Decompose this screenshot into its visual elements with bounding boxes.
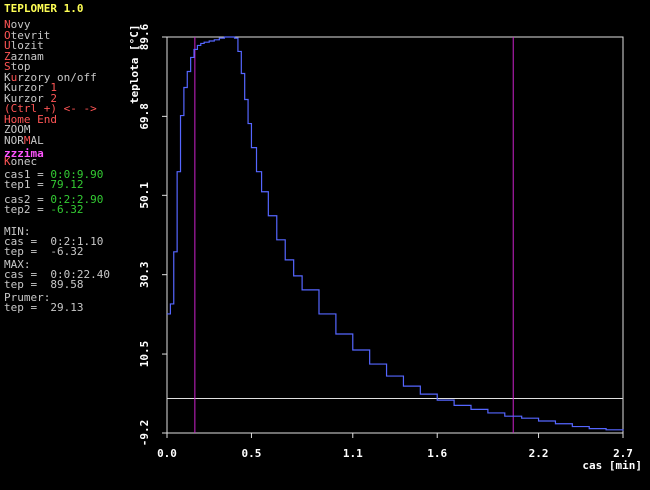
y-tick-label: 89.6 (138, 23, 151, 50)
menu-item-label: lozit (10, 39, 44, 52)
menu-item-label: Home End (4, 112, 57, 126)
min-time-row: cas = 0:2:1.10 (4, 234, 110, 248)
x-tick-label: 0.0 (157, 447, 177, 460)
min-title: MIN: (4, 224, 31, 238)
y-tick-label: -9.2 (138, 420, 151, 447)
menu-item[interactable]: Stop (4, 61, 97, 72)
menu-item-label: (Ctrl +) <- -> (4, 102, 97, 115)
max-time-label: cas = (4, 267, 51, 281)
menu-item[interactable]: Zaznam (4, 51, 97, 62)
menu-item-label: Kurzor (4, 81, 51, 94)
cursor2-temp-row: tep2 = -6.32 (4, 202, 110, 216)
cursor2-time-value: 0:2:2.90 (50, 192, 104, 206)
cursor2-temp-label: tep2 = (4, 202, 51, 216)
y-axis-label: teplota [°C] (128, 25, 141, 104)
menu-item[interactable]: Kurzor 2 (4, 93, 97, 104)
main-menu: Novy Otevrit Ulozit Zaznam Stop Kurzory on/of… (4, 19, 97, 167)
menu-item[interactable]: ZOOM (4, 124, 97, 135)
menu-item-hotkey: Z (4, 49, 11, 63)
cursor1-temp-label: tep1 = (4, 177, 51, 191)
menu-item[interactable]: NORMAL (4, 135, 97, 146)
x-tick-label: 1.6 (427, 447, 447, 460)
x-tick-label: 0.5 (242, 447, 262, 460)
menu-item[interactable]: Kurzory on/off (4, 72, 97, 83)
average-temp-label: tep = (4, 300, 51, 314)
plot-frame (166, 36, 624, 434)
cursor2-temp-value: -6.32 (50, 202, 84, 216)
menu-item-label: aznam (10, 49, 44, 63)
cursor1-time-value: 0:0:9.90 (50, 167, 104, 181)
cursor1-time-label: cas1 = (4, 167, 51, 181)
menu-item[interactable]: Konec (4, 156, 97, 167)
menu-item-label: ovy (10, 18, 31, 31)
menu-item-label: Kurzor (4, 91, 51, 105)
max-time-value: 0:0:22.40 (50, 267, 110, 281)
menu-item-label: onec (10, 154, 38, 168)
min-temp-row: tep = -6.32 (4, 244, 110, 258)
menu-item-hotkey: O (4, 28, 11, 42)
y-tick-label: 30.3 (138, 261, 151, 288)
cursor1-time-row: cas1 = 0:0:9.90 (4, 167, 110, 181)
menu-item-hotkey: K (4, 154, 11, 168)
file-name: zzzima (4, 147, 44, 160)
menu-item[interactable]: Ulozit (4, 40, 97, 51)
min-temp-label: tep = (4, 244, 51, 258)
menu-item-number: 1 (50, 81, 57, 94)
max-temp-label: tep = (4, 277, 51, 291)
menu-item[interactable]: Home End (4, 114, 97, 125)
menu-item-label: top (10, 60, 31, 73)
x-tick-label: 2.7 (613, 447, 633, 460)
menu-item-hotkey: N (4, 18, 11, 31)
average-title: Prumer: (4, 290, 51, 304)
cursor1-temp-row: tep1 = 79.12 (4, 177, 110, 191)
x-tick-label: 1.1 (343, 447, 363, 460)
average-temp-row: tep = 29.13 (4, 300, 110, 314)
menu-item-hotkey: M (23, 133, 31, 147)
cursor2-time-label: cas2 = (4, 192, 51, 206)
x-tick-label: 2.2 (529, 447, 549, 460)
min-temp-value: -6.32 (50, 244, 84, 258)
menu-item[interactable]: Kurzor 1 (4, 82, 97, 93)
max-temp-row: tep = 89.58 (4, 277, 110, 291)
menu-item-label: ZOOM (4, 123, 31, 136)
max-time-row: cas = 0:0:22.40 (4, 267, 110, 281)
info-panel: zzzima cas1 = 0:0:9.90 tep1 = 79.12 cas2… (4, 147, 110, 314)
menu-item-label: rzory on/off (17, 70, 97, 84)
menu-item-hotkey: u (10, 70, 18, 84)
y-tick-label: 50.1 (138, 182, 151, 209)
menu-item-hotkey: U (4, 39, 11, 52)
menu-item-label: AL (30, 133, 44, 147)
menu-item[interactable]: Novy (4, 19, 97, 30)
y-tick-label: 69.8 (138, 103, 151, 130)
cursor2-time-row: cas2 = 0:2:2.90 (4, 192, 110, 206)
min-time-label: cas = (4, 234, 51, 248)
cursor1-temp-value: 79.12 (50, 177, 84, 191)
app-title: TEPLOMER 1.0 (4, 2, 84, 15)
menu-item[interactable]: Otevrit (4, 30, 97, 41)
menu-item-prefix: NOR (4, 133, 24, 147)
menu-item-number: 2 (50, 91, 57, 105)
y-tick-label: 10.5 (138, 341, 151, 368)
menu-item-label: tevrit (10, 28, 51, 42)
min-time-value: 0:2:1.10 (50, 234, 104, 248)
max-title: MAX: (4, 257, 31, 271)
menu-item-prefix: K (4, 70, 11, 84)
menu-item[interactable]: (Ctrl +) <- -> (4, 103, 97, 114)
menu-item-hotkey: S (4, 60, 11, 73)
max-temp-value: 89.58 (50, 277, 84, 291)
x-axis-label: cas [min] (582, 459, 642, 472)
average-temp-value: 29.13 (50, 300, 84, 314)
temperature-series-line (167, 36, 624, 431)
